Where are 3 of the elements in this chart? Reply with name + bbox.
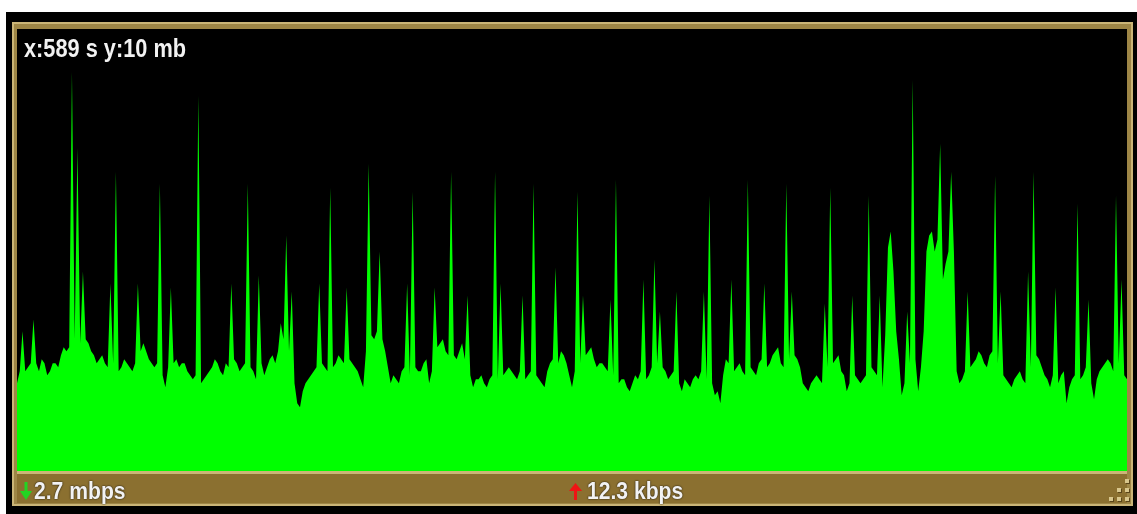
text: x:589 s y:10 mb	[24, 34, 187, 62]
text: 2.7 mbps	[34, 477, 126, 504]
text: 12.3 kbps	[587, 477, 684, 504]
